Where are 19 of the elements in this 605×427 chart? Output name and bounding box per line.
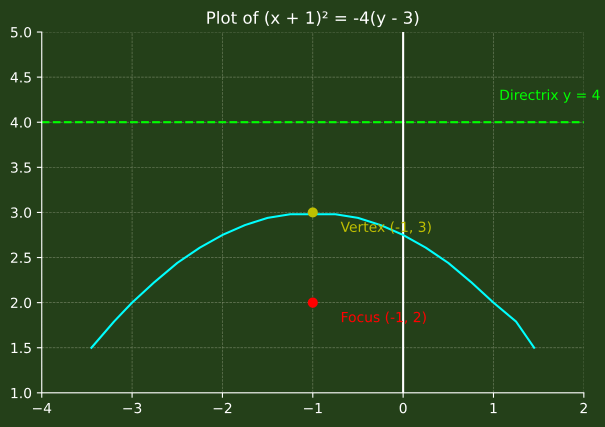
y-tick-label: 5.0 bbox=[11, 26, 32, 38]
chart-title: Plot of (x + 1)² = -4(y - 3) bbox=[207, 11, 418, 28]
y-tick-label: 2.5 bbox=[10, 252, 31, 264]
x-tick-label: −4 bbox=[32, 402, 52, 414]
y-tick-label: 4.5 bbox=[10, 72, 31, 83]
y-tick-label: 3.5 bbox=[10, 162, 31, 173]
y-tick-label: 2.0 bbox=[10, 298, 32, 308]
x-tick-label: 2 bbox=[580, 402, 587, 414]
y-tick-label: 1.5 bbox=[11, 342, 31, 354]
x-tick-label: 1 bbox=[490, 402, 497, 414]
ref-line-label: Directrix y = 4 bbox=[500, 89, 600, 103]
x-tick-label: −2 bbox=[214, 402, 232, 414]
y-tick-label: 4.0 bbox=[10, 117, 32, 128]
y-tick-label: 3.0 bbox=[10, 207, 32, 218]
line-series bbox=[90, 213, 536, 349]
x-tick-label: −1 bbox=[304, 402, 322, 414]
y-tick-label: 1.0 bbox=[11, 388, 32, 398]
x-tick-label: 0 bbox=[400, 402, 407, 414]
x-tick-label: −3 bbox=[123, 402, 142, 414]
